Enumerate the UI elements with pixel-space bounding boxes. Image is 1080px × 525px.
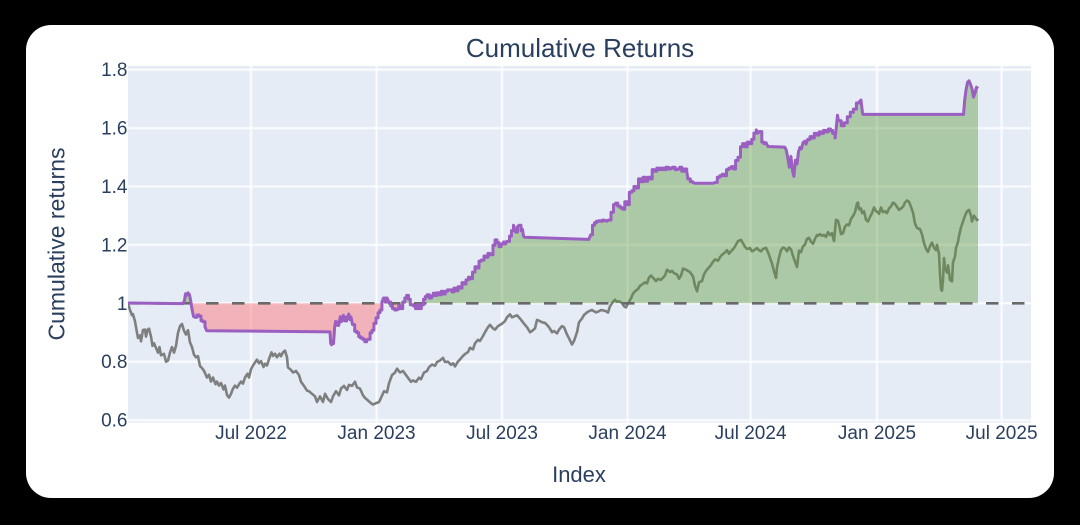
svg-text:Jan 2025: Jan 2025 xyxy=(838,423,916,444)
svg-text:0.6: 0.6 xyxy=(101,411,127,432)
svg-text:1: 1 xyxy=(117,294,128,315)
svg-text:0.8: 0.8 xyxy=(101,352,127,373)
svg-text:Cumulative returns: Cumulative returns xyxy=(44,147,70,340)
svg-text:1.8: 1.8 xyxy=(101,60,127,81)
svg-text:Jan 2024: Jan 2024 xyxy=(588,423,667,444)
svg-text:Jul 2023: Jul 2023 xyxy=(466,423,538,444)
svg-text:1.6: 1.6 xyxy=(101,119,127,140)
svg-text:Jul 2024: Jul 2024 xyxy=(715,423,787,444)
svg-text:Jul 2025: Jul 2025 xyxy=(966,423,1038,444)
svg-text:Jul 2022: Jul 2022 xyxy=(215,423,287,444)
svg-text:1.2: 1.2 xyxy=(101,235,127,256)
svg-text:Index: Index xyxy=(552,462,606,487)
svg-text:Jan 2023: Jan 2023 xyxy=(337,423,415,444)
svg-text:Cumulative Returns: Cumulative Returns xyxy=(466,33,694,63)
svg-text:1.4: 1.4 xyxy=(101,177,128,198)
